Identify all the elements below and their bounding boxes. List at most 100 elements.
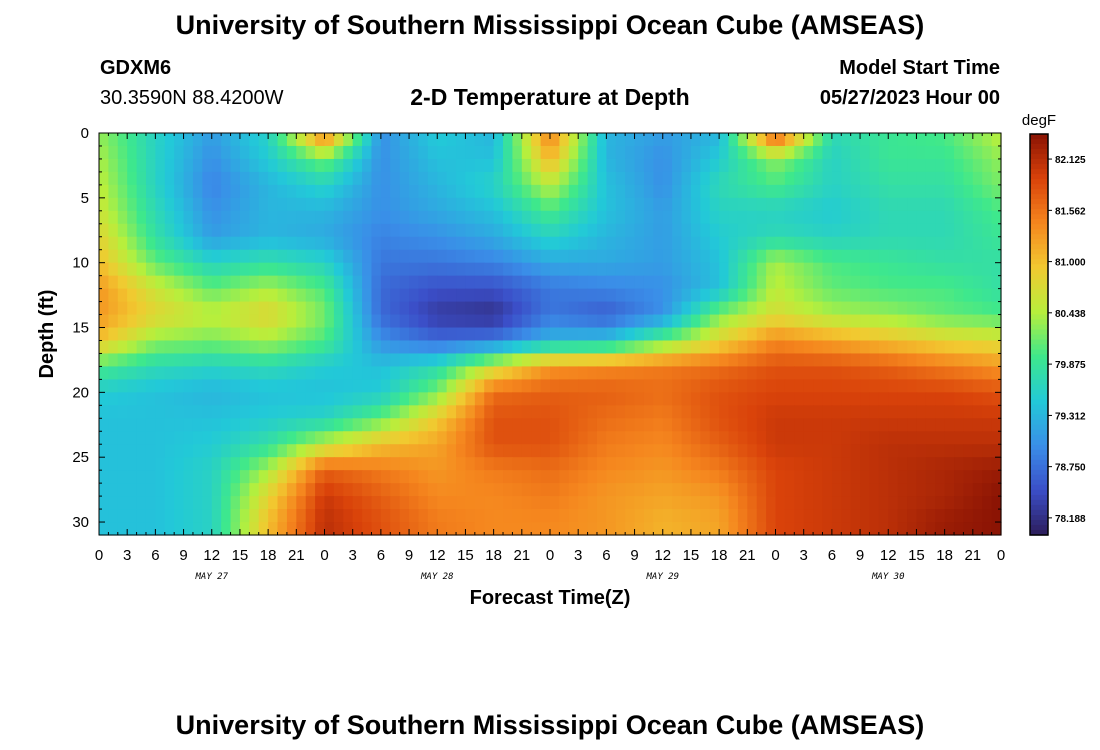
heatmap-cell: [568, 470, 579, 484]
heatmap-cell: [634, 418, 645, 432]
heatmap-cell: [343, 418, 354, 432]
heatmap-cell: [963, 379, 974, 393]
heatmap-cell: [907, 418, 918, 432]
heatmap-cell: [737, 496, 748, 510]
heatmap-cell: [286, 444, 297, 458]
heatmap-cell: [437, 340, 448, 355]
heatmap-cell: [596, 145, 607, 160]
heatmap-cell: [456, 249, 467, 264]
heatmap-cell: [343, 379, 354, 393]
heatmap-cell: [145, 353, 156, 368]
heatmap-cell: [305, 483, 316, 497]
heatmap-cell: [944, 275, 955, 290]
heatmap-cell: [860, 275, 871, 290]
heatmap-cell: [296, 340, 307, 355]
heatmap-cell: [972, 444, 983, 458]
heatmap-cell: [775, 392, 786, 406]
heatmap-cell: [991, 522, 1002, 536]
heatmap-cell: [230, 340, 241, 355]
heatmap-cell: [456, 236, 467, 251]
heatmap-cell: [841, 340, 852, 355]
heatmap-cell: [409, 457, 420, 471]
heatmap-cell: [456, 223, 467, 238]
heatmap-cell: [784, 262, 795, 277]
heatmap-cell: [136, 392, 147, 406]
heatmap-cell: [954, 366, 965, 380]
heatmap-cell: [305, 353, 316, 368]
heatmap-cell: [897, 405, 908, 419]
heatmap-cell: [296, 470, 307, 484]
heatmap-cell: [550, 418, 560, 432]
heatmap-cell: [456, 210, 467, 225]
heatmap-cell: [352, 249, 363, 264]
heatmap-cell: [202, 171, 213, 186]
heatmap-cell: [587, 210, 598, 225]
heatmap-cell: [277, 392, 288, 406]
heatmap-cell: [202, 236, 213, 251]
heatmap-cell: [512, 405, 523, 419]
heatmap-cell: [972, 197, 983, 212]
heatmap-cell: [390, 236, 401, 251]
heatmap-cell: [794, 340, 805, 355]
heatmap-cell: [127, 197, 138, 212]
heatmap-cell: [625, 236, 636, 251]
heatmap-cell: [127, 470, 138, 484]
heatmap-cell: [925, 418, 936, 432]
heatmap-cell: [972, 340, 983, 355]
heatmap-cell: [916, 353, 927, 368]
colorbar-segment: [1030, 164, 1048, 170]
heatmap-cell: [521, 509, 532, 523]
heatmap-cell: [803, 366, 814, 380]
heatmap-cell: [239, 353, 250, 368]
heatmap-cell: [550, 145, 560, 160]
heatmap-cell: [615, 327, 626, 342]
heatmap-cell: [775, 379, 786, 393]
heatmap-cell: [719, 133, 730, 147]
heatmap-cell: [578, 366, 589, 380]
heatmap-cell: [108, 314, 119, 329]
heatmap-cell: [493, 444, 504, 458]
heatmap-cell: [869, 392, 880, 406]
heatmap-cell: [672, 522, 683, 536]
heatmap-cell: [559, 314, 570, 329]
heatmap-cell: [258, 288, 269, 303]
heatmap-cell: [634, 236, 645, 251]
heatmap-cell: [192, 327, 203, 342]
heatmap-cell: [343, 249, 354, 264]
x-tick-label: 3: [574, 547, 582, 564]
heatmap-cell: [690, 262, 701, 277]
heatmap-cell: [99, 457, 109, 471]
heatmap-cell: [427, 405, 438, 419]
heatmap-cell: [634, 392, 645, 406]
heatmap-cell: [596, 353, 607, 368]
heatmap-cell: [446, 327, 457, 342]
heatmap-cell: [352, 197, 363, 212]
heatmap-cell: [850, 457, 861, 471]
heatmap-cell: [268, 262, 279, 277]
colorbar-segment: [1030, 484, 1048, 491]
heatmap-cell: [615, 431, 626, 445]
heatmap-cell: [860, 314, 871, 329]
heatmap-cell: [371, 470, 382, 484]
heatmap-cell: [409, 470, 420, 484]
heatmap-cell: [700, 288, 711, 303]
heatmap-cell: [596, 236, 607, 251]
heatmap-cell: [192, 249, 203, 264]
heatmap-cell: [662, 431, 673, 445]
heatmap-cell: [117, 457, 128, 471]
heatmap-cell: [794, 223, 805, 238]
heatmap-cell: [587, 133, 598, 147]
heatmap-cell: [766, 184, 777, 199]
heatmap-cell: [493, 327, 504, 342]
heatmap-cell: [559, 327, 570, 342]
heatmap-cell: [456, 327, 467, 342]
heatmap-cell: [446, 379, 457, 393]
heatmap-cell: [907, 470, 918, 484]
heatmap-cell: [221, 379, 232, 393]
heatmap-cell: [888, 379, 899, 393]
heatmap-cell: [709, 327, 720, 342]
heatmap-cell: [277, 210, 288, 225]
heatmap-cell: [888, 197, 899, 212]
heatmap-cell: [343, 431, 354, 445]
heatmap-cell: [503, 470, 514, 484]
